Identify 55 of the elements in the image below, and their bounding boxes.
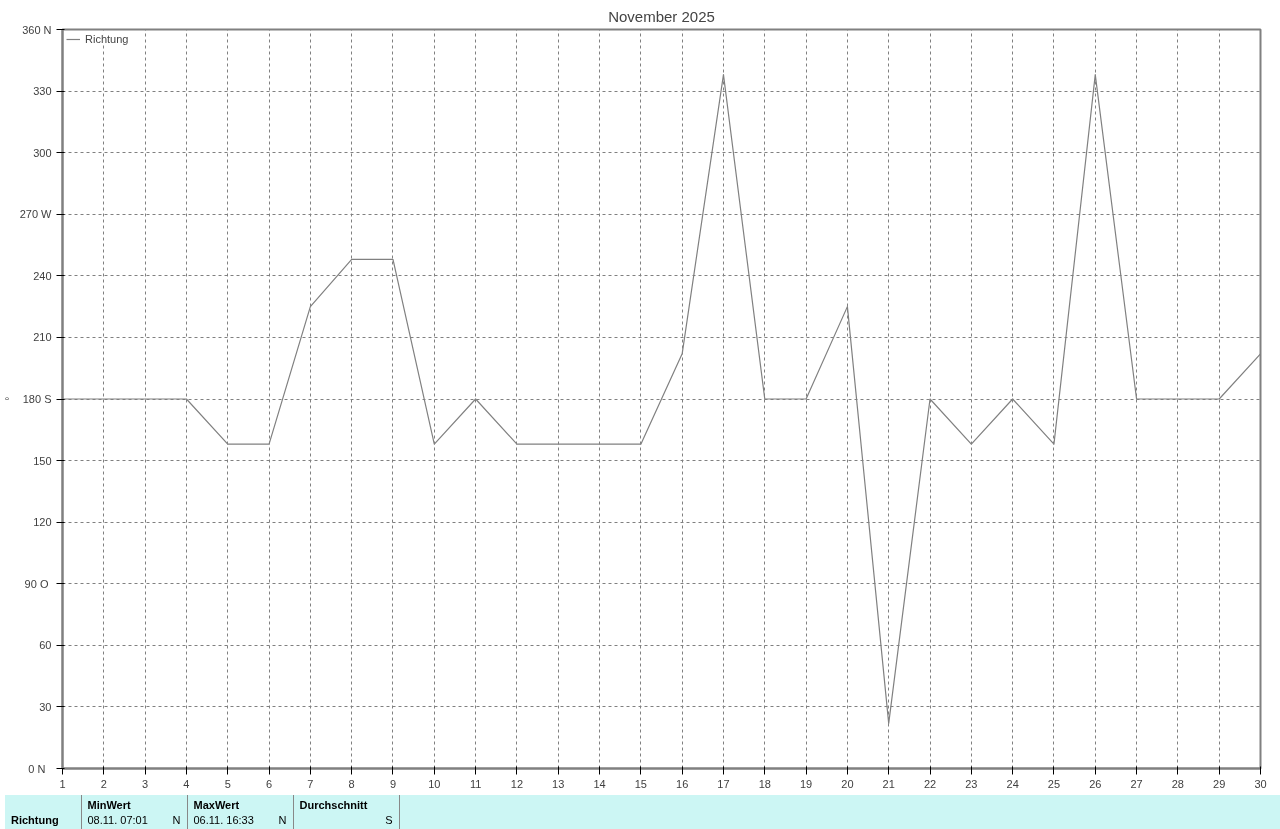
text: Richtung — [5, 795, 81, 829]
x-tick-label: 30 — [1254, 777, 1267, 790]
legend-label: Richtung — [85, 33, 129, 45]
text: N — [172, 813, 181, 829]
y-tick-label: 150 — [33, 454, 52, 467]
text: 06.11. 16:33 — [193, 813, 254, 829]
x-tick-label: 22 — [923, 777, 937, 790]
y-tick-label: 90 O — [24, 577, 49, 590]
x-tick-label: 27 — [1130, 777, 1143, 790]
x-tick-label: 26 — [1089, 777, 1102, 790]
y-tick-label: 120 — [33, 516, 52, 529]
y-tick-label: 210 — [33, 331, 52, 344]
x-tick-label: 5 — [224, 777, 231, 790]
x-tick-label: 16 — [676, 777, 689, 790]
y-tick-label: 240 — [33, 269, 52, 282]
x-tick-label: 25 — [1047, 777, 1061, 790]
x-tick-label: 14 — [593, 777, 606, 790]
x-tick-label: 15 — [634, 777, 647, 790]
x-tick-label: 7 — [307, 777, 314, 790]
text: 08.11. 07:01 — [87, 813, 148, 829]
y-tick-label: 60 — [39, 639, 52, 652]
text: MaxWert — [193, 798, 240, 811]
x-tick-label: 18 — [758, 777, 771, 790]
x-tick-label: 24 — [1006, 777, 1019, 790]
x-tick-label: 28 — [1171, 777, 1185, 790]
x-tick-label: 12 — [510, 777, 524, 790]
y-tick-label: 330 — [33, 85, 52, 98]
x-tick-label: 4 — [183, 777, 190, 790]
x-tick-label: 8 — [348, 777, 355, 790]
chart-title: November 2025 — [608, 7, 715, 25]
text: Durchschnitt — [299, 798, 368, 811]
text: N — [278, 813, 287, 829]
x-tick-label: 6 — [265, 777, 273, 790]
y-axis-title: ° — [3, 397, 15, 401]
text: S — [385, 813, 393, 829]
y-tick-label: 270 W — [19, 208, 53, 221]
x-tick-label: 11 — [469, 777, 482, 790]
x-tick-label: 29 — [1213, 777, 1226, 790]
x-tick-label: 21 — [882, 777, 895, 790]
x-tick-label: 20 — [841, 777, 854, 790]
x-tick-label: 23 — [965, 777, 978, 790]
y-tick-label: 360 N — [22, 23, 52, 36]
x-tick-label: 19 — [799, 777, 813, 790]
y-tick-label: 30 — [39, 700, 52, 713]
x-tick-label: 3 — [142, 777, 149, 790]
x-tick-label: 13 — [552, 777, 565, 790]
x-tick-label: 10 — [428, 777, 441, 790]
x-tick-label: 17 — [717, 777, 730, 790]
x-tick-label: 1 — [59, 777, 66, 790]
text: MinWert — [87, 798, 131, 811]
x-tick-label: 2 — [100, 777, 107, 790]
y-tick-label: 300 — [33, 146, 52, 159]
y-tick-label: 180 S — [22, 393, 52, 405]
x-tick-label: 9 — [389, 777, 397, 790]
y-tick-label: 0 N — [28, 762, 46, 775]
